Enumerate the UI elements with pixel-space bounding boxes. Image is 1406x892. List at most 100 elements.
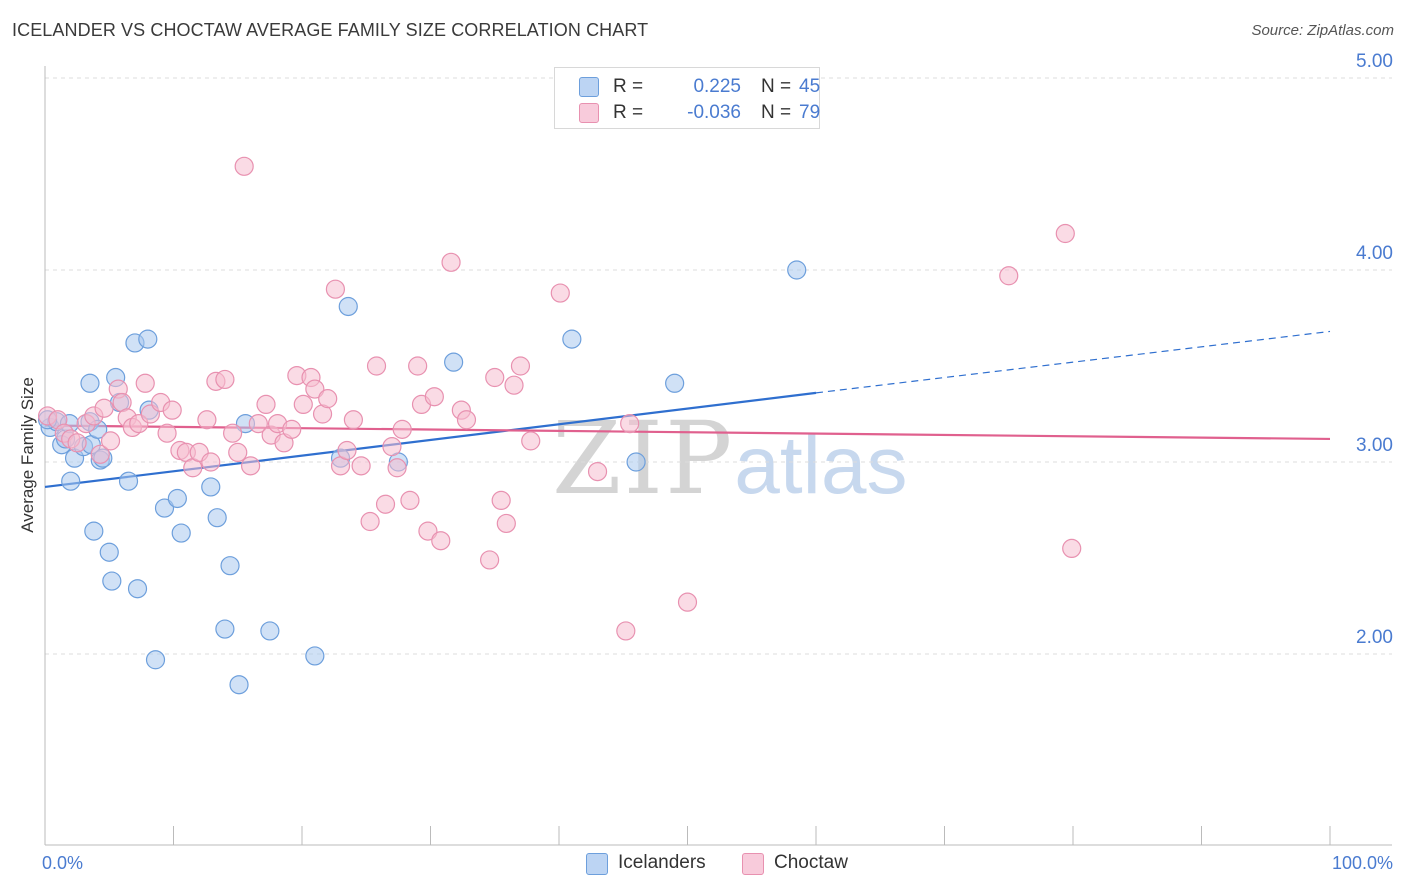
choctaw-point	[620, 414, 640, 434]
choctaw-point	[256, 394, 276, 414]
icelander-point	[99, 542, 119, 562]
choctaw-point	[504, 375, 524, 395]
y-tick-label: 4.00	[1356, 243, 1393, 264]
icelander-point	[127, 579, 148, 599]
legend-n-label: N =	[761, 76, 792, 97]
choctaw-point	[485, 367, 505, 388]
icelander-point	[84, 521, 104, 541]
correlation-legend: R = 0.225 N = 45 R = -0.036 N = 79	[554, 67, 820, 129]
choctaw-point	[162, 400, 182, 420]
choctaw-point	[677, 592, 698, 612]
choctaw-point	[201, 452, 221, 472]
icelander-point	[220, 556, 240, 576]
choctaw-point	[1055, 223, 1075, 244]
choctaw-point	[215, 369, 235, 390]
choctaw-point	[305, 379, 325, 399]
choctaw-point	[496, 513, 516, 534]
icelander-point	[207, 508, 227, 528]
icelander-point	[260, 621, 280, 641]
choctaw-point	[424, 387, 444, 407]
choctaw-point	[431, 531, 451, 551]
legend-r-label: R =	[613, 76, 644, 97]
bottom-legend-label: Icelanders	[618, 852, 706, 873]
choctaw-point	[441, 252, 461, 272]
choctaw-point	[90, 444, 110, 464]
choctaw-point	[337, 440, 357, 461]
x-tick-label-max: 100.0%	[1332, 853, 1393, 873]
choctaw-point	[318, 389, 338, 409]
choctaw-point	[408, 356, 428, 376]
bottom-legend-swatch-icelanders	[586, 853, 608, 875]
icelander-trend-extension	[815, 330, 1331, 394]
trend-lines	[44, 330, 1331, 489]
choctaw-point	[197, 410, 217, 430]
chart-title: ICELANDER VS CHOCTAW AVERAGE FAMILY SIZE…	[12, 20, 649, 40]
choctaw-point	[510, 356, 531, 376]
y-tick-label: 2.00	[1356, 627, 1393, 648]
icelander-point	[338, 296, 358, 317]
choctaw-point	[382, 437, 402, 457]
choctaw-point	[351, 456, 371, 476]
icelander-point	[154, 498, 175, 518]
y-tick-label: 5.00	[1356, 51, 1393, 72]
legend-r-value: 0.225	[693, 76, 741, 97]
icelander-point	[118, 471, 139, 491]
choctaw-point	[360, 511, 380, 532]
choctaw-point	[616, 621, 636, 641]
icelander-trend-line	[44, 391, 817, 489]
choctaw-point	[521, 431, 541, 451]
y-tick-label: 3.00	[1356, 435, 1393, 456]
choctaw-point	[400, 490, 420, 510]
icelander-point	[787, 260, 807, 280]
icelander-point	[562, 329, 582, 349]
choctaw-point	[234, 156, 254, 176]
icelander-point	[215, 619, 235, 639]
icelander-point	[201, 477, 221, 497]
choctaw-point	[387, 458, 407, 478]
x-tick-label-min: 0.0%	[42, 853, 83, 873]
choctaw-point	[491, 490, 511, 510]
choctaw-point	[282, 419, 302, 439]
icelander-point	[61, 471, 81, 491]
legend-n-label: N =	[761, 102, 792, 123]
choctaw-point	[587, 462, 608, 482]
icelander-point	[80, 373, 100, 393]
data-points	[37, 156, 1082, 695]
legend-swatch-icelanders	[579, 77, 599, 97]
legend-n-value: 45	[799, 76, 821, 97]
choctaw-point	[293, 394, 313, 414]
choctaw-point	[135, 373, 155, 393]
legend-r-label: R =	[613, 102, 644, 123]
choctaw-point	[157, 423, 177, 443]
choctaw-point	[480, 550, 500, 570]
choctaw-point	[392, 419, 412, 439]
axes	[44, 66, 1392, 846]
choctaw-point	[1062, 538, 1082, 559]
icelander-point	[167, 488, 187, 509]
legend-r-value: -0.036	[687, 102, 741, 123]
legend-swatch-choctaw	[579, 103, 599, 123]
bottom-legend-label: Choctaw	[774, 852, 848, 873]
choctaw-point	[456, 410, 477, 430]
icelander-point	[102, 571, 122, 591]
choctaw-point	[366, 356, 387, 376]
choctaw-point	[228, 442, 248, 462]
choctaw-point	[241, 456, 261, 476]
choctaw-point	[550, 283, 570, 303]
icelander-point	[626, 452, 646, 472]
choctaw-point	[223, 423, 243, 443]
choctaw-point	[248, 414, 268, 434]
icelander-point	[305, 646, 325, 666]
choctaw-point	[100, 431, 121, 451]
icelander-point	[665, 373, 685, 393]
choctaw-point	[343, 410, 363, 430]
icelander-point	[138, 329, 158, 349]
choctaw-point	[418, 521, 438, 541]
choctaw-point	[375, 494, 396, 514]
bottom-legend-swatch-choctaw	[742, 853, 764, 875]
icelander-point	[444, 352, 464, 372]
choctaw-point	[94, 398, 114, 418]
icelander-point	[145, 650, 166, 670]
legend-n-value: 79	[799, 102, 821, 123]
